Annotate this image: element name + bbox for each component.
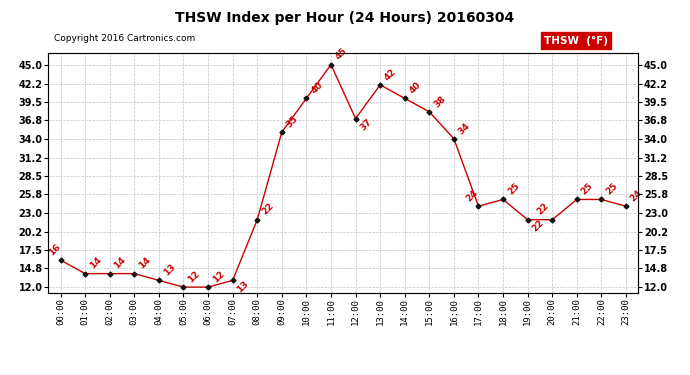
- Text: 22: 22: [260, 202, 275, 217]
- Text: 25: 25: [580, 182, 595, 197]
- Text: THSW Index per Hour (24 Hours) 20160304: THSW Index per Hour (24 Hours) 20160304: [175, 11, 515, 25]
- Text: 25: 25: [604, 182, 620, 197]
- Text: 35: 35: [284, 114, 299, 129]
- Text: THSW  (°F): THSW (°F): [544, 36, 609, 45]
- Text: 38: 38: [432, 94, 447, 109]
- Text: 12: 12: [186, 269, 201, 284]
- Text: 34: 34: [457, 121, 472, 136]
- Text: 24: 24: [629, 188, 644, 203]
- Text: 40: 40: [309, 80, 324, 96]
- Text: 12: 12: [211, 269, 226, 284]
- Text: 37: 37: [358, 117, 373, 132]
- Text: 14: 14: [112, 255, 128, 271]
- Text: 25: 25: [506, 182, 521, 197]
- Text: 42: 42: [383, 67, 398, 82]
- Text: 45: 45: [334, 46, 349, 62]
- Text: 22: 22: [531, 218, 546, 234]
- Text: 14: 14: [88, 255, 103, 271]
- Text: 13: 13: [235, 279, 250, 294]
- Text: 14: 14: [137, 255, 152, 271]
- Text: Copyright 2016 Cartronics.com: Copyright 2016 Cartronics.com: [55, 34, 195, 43]
- Text: 13: 13: [161, 262, 177, 278]
- Text: 16: 16: [47, 242, 62, 257]
- Text: 40: 40: [408, 80, 423, 96]
- Text: 22: 22: [535, 202, 551, 217]
- Text: 24: 24: [464, 188, 480, 203]
